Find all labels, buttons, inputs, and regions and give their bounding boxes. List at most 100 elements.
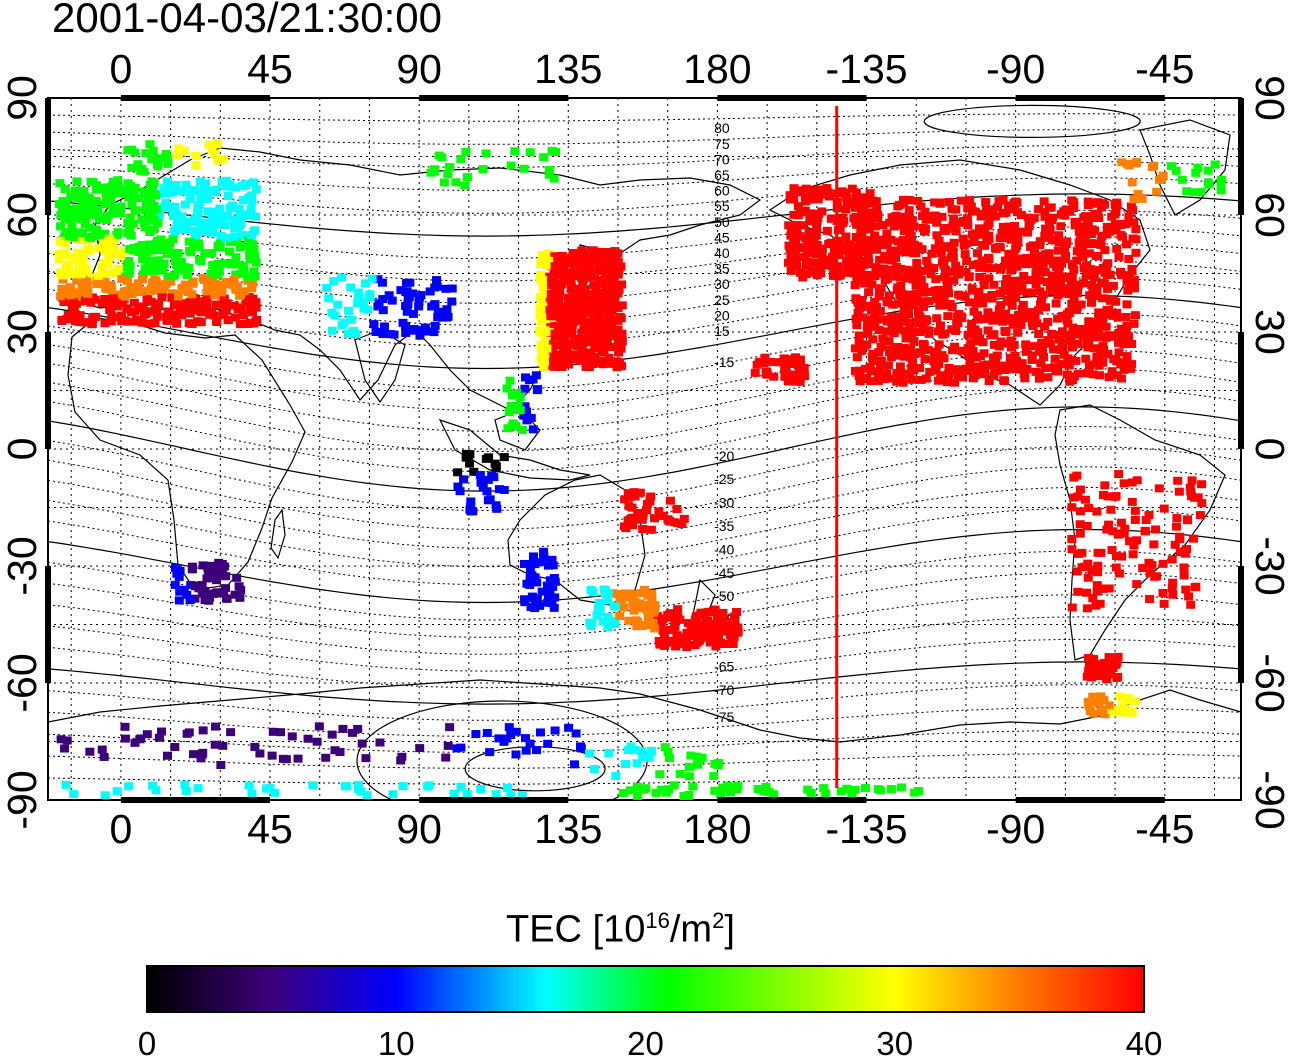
tec-point: [1116, 231, 1126, 240]
tec-point: [606, 249, 616, 258]
contour-label: 70: [714, 151, 730, 167]
tec-point: [1187, 476, 1197, 485]
tec-point: [963, 204, 973, 213]
tec-point: [181, 180, 191, 189]
tec-point: [1101, 322, 1111, 331]
tec-point: [536, 270, 546, 279]
tec-point: [575, 336, 585, 345]
tec-point: [1110, 219, 1120, 228]
lon-tick-label-top: 90: [396, 46, 442, 92]
tec-point: [276, 728, 286, 737]
tec-point: [430, 321, 440, 330]
tec-point: [198, 589, 208, 598]
tec-point: [1016, 211, 1026, 220]
tec-point: [248, 178, 258, 187]
tec-point: [883, 361, 893, 370]
contour-label: 55: [714, 198, 730, 214]
tec-point: [476, 785, 486, 794]
tec-point: [1076, 222, 1086, 231]
tec-point: [335, 748, 345, 757]
tec-point: [67, 223, 77, 232]
tec-point: [888, 300, 898, 309]
tec-point: [1141, 516, 1151, 525]
tec-point: [1060, 289, 1070, 298]
tec-point: [220, 212, 230, 221]
tec-point: [898, 378, 908, 387]
tec-point: [1038, 259, 1048, 268]
tec-point: [453, 468, 463, 477]
contour-label: 30: [714, 276, 730, 292]
tec-point: [980, 228, 990, 237]
tec-point: [327, 326, 337, 335]
tec-point: [174, 596, 184, 605]
tec-point: [639, 785, 649, 794]
tec-point: [113, 290, 123, 299]
tec-point: [559, 341, 569, 350]
tec-point: [760, 353, 770, 362]
tec-point: [1180, 549, 1190, 558]
tec-point: [805, 216, 815, 225]
tec-point: [112, 787, 122, 796]
tec-point: [876, 360, 886, 369]
tec-point: [1173, 476, 1183, 485]
tec-point: [1181, 585, 1191, 594]
tec-point: [543, 561, 553, 570]
tec-point: [629, 606, 639, 615]
tec-point: [1045, 225, 1055, 234]
tec-point: [947, 242, 957, 251]
tec-point: [983, 221, 993, 230]
tec-point: [86, 177, 96, 186]
tec-point: [859, 279, 869, 288]
tec-point: [101, 284, 111, 293]
tec-point: [1027, 319, 1037, 328]
tec-point: [813, 195, 823, 204]
tec-point: [137, 165, 147, 174]
tec-point: [278, 754, 288, 763]
tec-point: [579, 261, 589, 270]
tec-point: [913, 307, 923, 316]
tec-point: [874, 348, 884, 357]
tec-point: [525, 739, 535, 748]
tec-point: [964, 272, 974, 281]
tec-point: [1091, 660, 1101, 669]
tec-point: [1013, 311, 1023, 320]
tec-point: [92, 185, 102, 194]
tec-point: [547, 262, 557, 271]
tec-point: [1049, 259, 1059, 268]
tec-point: [854, 243, 864, 252]
tec-point: [210, 290, 220, 299]
tec-point: [645, 497, 655, 506]
tec-point: [616, 314, 626, 323]
tec-point: [241, 298, 251, 307]
tec-point: [140, 206, 150, 215]
tec-point: [106, 237, 116, 246]
tec-point: [882, 274, 892, 283]
tec-point: [963, 350, 973, 359]
tec-point: [857, 193, 867, 202]
colorbar-tick-label: 0: [138, 1025, 156, 1057]
tec-point: [621, 589, 631, 598]
tec-point: [1131, 159, 1141, 168]
tec-point: [1098, 342, 1108, 351]
tec-point: [196, 308, 206, 317]
tec-point: [844, 250, 854, 259]
tec-point: [783, 258, 793, 267]
tec-point: [1006, 203, 1016, 212]
tec-point: [1041, 224, 1051, 233]
tec-point: [1129, 195, 1139, 204]
tec-point: [180, 200, 190, 209]
tec-point: [77, 256, 87, 265]
tec-point: [1093, 568, 1103, 577]
tec-point: [64, 269, 74, 278]
tec-point: [822, 184, 832, 193]
tec-point: [208, 260, 218, 269]
tec-point: [943, 312, 953, 321]
tec-point: [148, 146, 158, 155]
tec-point: [974, 315, 984, 324]
tec-point: [1087, 566, 1097, 575]
tec-point: [1193, 493, 1203, 502]
tec-point: [672, 504, 682, 513]
tec-point: [570, 760, 580, 769]
tec-point: [184, 237, 194, 246]
tec-point: [567, 258, 577, 267]
